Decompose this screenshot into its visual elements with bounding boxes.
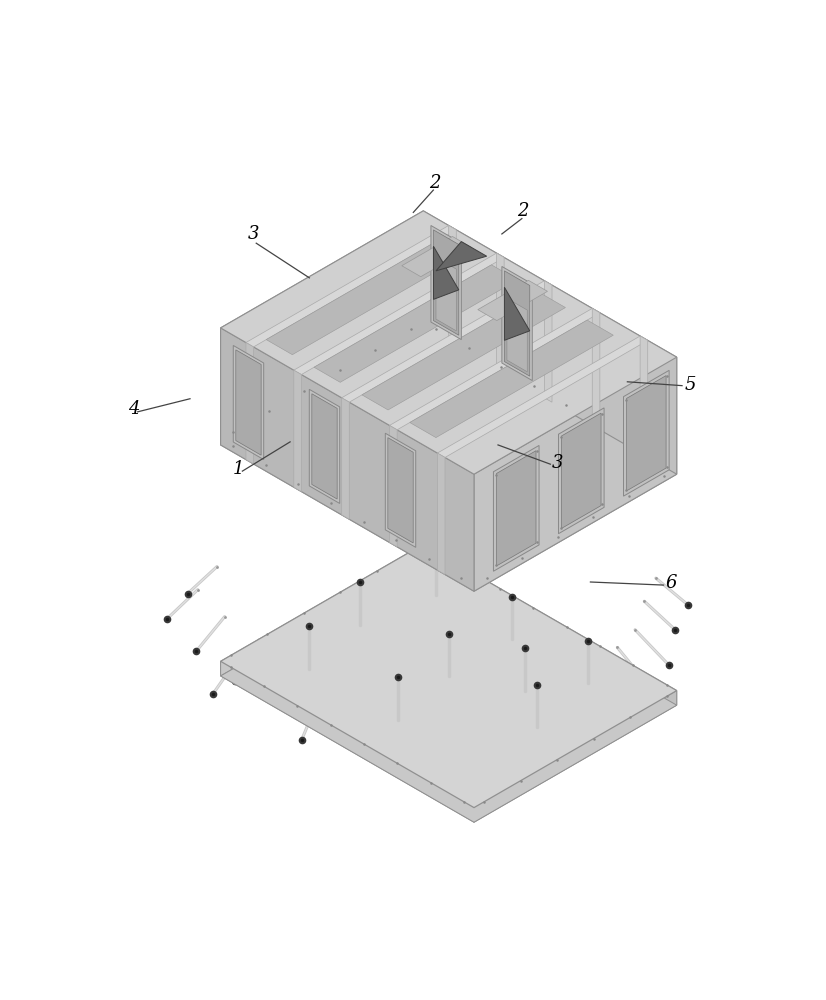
Polygon shape [266,237,470,355]
Text: 3: 3 [248,225,259,243]
Polygon shape [544,281,552,402]
Polygon shape [434,230,458,335]
Polygon shape [438,336,648,457]
Text: 4: 4 [128,400,140,418]
Polygon shape [362,292,566,410]
Polygon shape [449,225,456,347]
Polygon shape [423,544,439,568]
Polygon shape [342,281,552,402]
Polygon shape [246,343,254,464]
Text: 1: 1 [232,460,244,478]
Polygon shape [474,357,676,591]
Polygon shape [558,408,604,534]
Polygon shape [221,661,474,822]
Polygon shape [434,246,458,299]
Polygon shape [221,328,474,591]
Polygon shape [221,559,676,822]
Polygon shape [221,544,423,676]
Polygon shape [235,350,261,455]
Polygon shape [640,336,648,457]
Polygon shape [221,211,676,474]
Polygon shape [314,265,518,382]
Polygon shape [312,394,337,499]
Polygon shape [221,544,676,808]
Polygon shape [438,453,445,574]
Polygon shape [233,345,263,460]
Polygon shape [423,211,676,474]
Polygon shape [388,438,413,543]
Text: 6: 6 [666,574,677,592]
Polygon shape [477,280,548,321]
Polygon shape [502,266,532,381]
Text: 3: 3 [552,454,563,472]
Polygon shape [390,425,397,547]
Polygon shape [592,308,600,430]
Polygon shape [627,376,666,491]
Polygon shape [431,225,462,340]
Polygon shape [385,433,415,547]
Polygon shape [221,328,676,591]
Polygon shape [423,544,676,705]
Polygon shape [246,225,456,347]
Polygon shape [436,242,487,271]
Polygon shape [507,298,527,372]
Polygon shape [474,691,676,822]
Polygon shape [493,445,539,571]
Polygon shape [294,253,504,375]
Polygon shape [294,370,301,492]
Polygon shape [496,253,504,375]
Text: 2: 2 [429,174,440,192]
Polygon shape [410,320,614,438]
Text: 5: 5 [685,375,695,393]
Polygon shape [221,211,423,445]
Polygon shape [309,389,339,503]
Polygon shape [624,370,669,496]
Polygon shape [390,308,600,430]
Polygon shape [505,287,529,340]
Polygon shape [496,451,536,566]
Polygon shape [401,236,472,277]
Polygon shape [408,544,439,562]
Polygon shape [562,413,601,528]
Text: 2: 2 [517,202,529,220]
Polygon shape [505,271,529,376]
Polygon shape [436,257,456,331]
Polygon shape [342,398,349,519]
